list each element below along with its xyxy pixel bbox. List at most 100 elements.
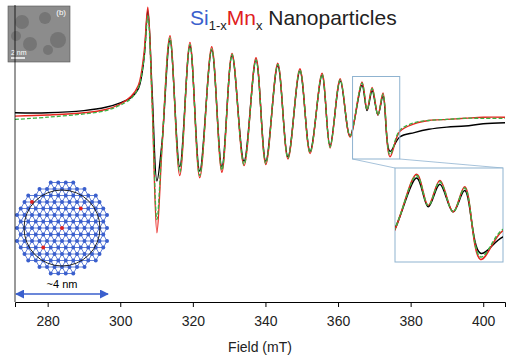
si-atom <box>94 220 98 224</box>
si-atom <box>60 252 64 256</box>
si-atom <box>45 239 49 243</box>
si-atom <box>60 239 64 243</box>
si-atom <box>101 220 105 224</box>
tem-particle <box>15 15 29 29</box>
si-atom <box>105 239 109 243</box>
si-atom <box>60 200 64 204</box>
si-atom <box>45 213 49 217</box>
si-atom <box>26 233 30 237</box>
x-tick-label: 280 <box>36 313 60 329</box>
si-atom <box>75 265 79 269</box>
mn-atom <box>79 207 83 211</box>
x-tick: 320 <box>182 302 206 329</box>
si-atom <box>15 213 19 217</box>
si-atom <box>83 252 87 256</box>
si-atom <box>83 265 87 269</box>
x-tick-label: 400 <box>472 313 496 329</box>
si-atom <box>26 259 30 263</box>
si-atom <box>64 194 68 198</box>
si-atom <box>83 239 87 243</box>
si-atom <box>60 213 64 217</box>
scale-bar-label: 2 nm <box>11 49 27 56</box>
x-tick-label: 300 <box>109 313 133 329</box>
si-atom <box>94 194 98 198</box>
zoom-connector <box>353 159 395 168</box>
si-atom <box>49 194 53 198</box>
si-atom <box>38 213 42 217</box>
si-atom <box>53 252 57 256</box>
x-tick-mark <box>483 302 484 307</box>
si-atom <box>79 246 83 250</box>
si-atom <box>90 239 94 243</box>
si-atom <box>71 194 75 198</box>
si-atom <box>49 259 53 263</box>
si-atom <box>49 233 53 237</box>
x-tick-mark <box>120 302 121 307</box>
tem-label: (b) <box>56 8 66 17</box>
x-axis: 280300320340360380400 <box>16 302 506 329</box>
si-atom <box>49 220 53 224</box>
x-tick-label: 340 <box>254 313 278 329</box>
x-tick: 340 <box>254 302 278 329</box>
tem-inset: (b) 2 nm <box>8 6 70 62</box>
si-atom <box>56 181 60 185</box>
si-atom <box>86 246 90 250</box>
x-tick-mark <box>265 302 266 307</box>
si-atom <box>56 246 60 250</box>
tspan-part: Mn <box>227 6 256 29</box>
si-atom <box>26 220 30 224</box>
si-atom <box>71 220 75 224</box>
si-atom <box>38 226 42 230</box>
si-atom <box>90 213 94 217</box>
tspan-part: Si <box>190 6 209 29</box>
si-atom <box>34 233 38 237</box>
x-tick-mark <box>338 302 339 307</box>
si-atom <box>53 213 57 217</box>
si-atom <box>71 259 75 263</box>
x-axis-title: Field (mT) <box>228 339 292 355</box>
si-atom <box>38 200 42 204</box>
si-atom <box>105 226 109 230</box>
si-atom <box>49 272 53 276</box>
tspan-part: 1-x <box>209 18 228 33</box>
zoom-region <box>353 77 400 160</box>
si-atom <box>94 233 98 237</box>
si-atom <box>83 187 87 191</box>
si-atom <box>75 213 79 217</box>
si-atom <box>49 207 53 211</box>
si-atom <box>49 246 53 250</box>
chart: (b)2 nm~4 nm280300320340360380400Field (… <box>0 0 510 363</box>
si-atom <box>79 220 83 224</box>
si-atom <box>30 226 34 230</box>
x-tick-mark <box>193 302 194 307</box>
si-atom <box>94 259 98 263</box>
si-atom <box>86 259 90 263</box>
si-atom <box>64 272 68 276</box>
si-atom <box>19 246 23 250</box>
si-atom <box>98 252 102 256</box>
si-atom <box>64 233 68 237</box>
scale-bar <box>11 57 25 59</box>
si-atom <box>19 233 23 237</box>
si-atom <box>105 213 109 217</box>
si-atom <box>19 220 23 224</box>
x-tick: 380 <box>399 302 423 329</box>
si-atom <box>34 259 38 263</box>
si-atom <box>23 200 27 204</box>
si-atom <box>64 181 68 185</box>
si-atom <box>45 187 49 191</box>
title: Si1-xMnx Nanoparticles <box>190 6 397 33</box>
si-atom <box>56 207 60 211</box>
x-axis-line <box>16 303 506 308</box>
y-axis-line <box>15 5 16 302</box>
inset-plot <box>395 168 503 262</box>
si-atom <box>38 187 42 191</box>
si-atom <box>15 239 19 243</box>
inset-spectrum-line <box>395 168 503 262</box>
si-atom <box>75 187 79 191</box>
si-atom <box>86 207 90 211</box>
si-atom <box>68 213 72 217</box>
si-atom <box>56 259 60 263</box>
si-atom <box>34 194 38 198</box>
si-atom <box>53 226 57 230</box>
